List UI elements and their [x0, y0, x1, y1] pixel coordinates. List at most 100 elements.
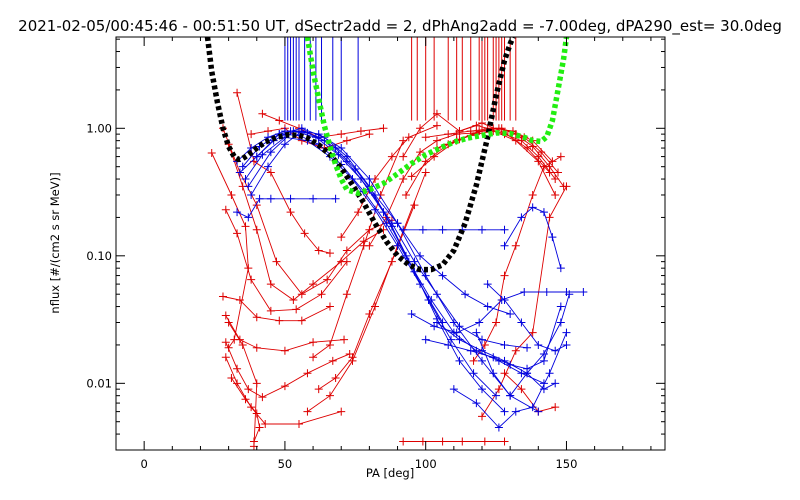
red-data-point — [528, 328, 537, 337]
blue-data-point — [528, 203, 537, 212]
blue-data-point — [449, 385, 458, 394]
red-data-point — [340, 335, 349, 344]
blue-series-line — [256, 127, 505, 412]
x-tick-label: 150 — [555, 457, 577, 471]
blue-data-point — [534, 407, 543, 416]
fit-curves — [204, 37, 570, 273]
blue-data-point — [500, 407, 509, 416]
blue-data-point — [255, 194, 264, 203]
blue-data-point — [455, 356, 464, 365]
red-data-point — [480, 340, 489, 349]
red-data-point — [227, 190, 236, 199]
blue-data-point — [387, 222, 396, 231]
blue-data-point — [478, 356, 486, 365]
red-data-point — [469, 356, 478, 365]
blue-data-point — [238, 162, 247, 171]
red-data-point — [261, 419, 270, 428]
red-data-point — [247, 130, 256, 139]
blue-data-point — [401, 251, 410, 260]
red-data-point — [432, 136, 441, 145]
red-series-line — [225, 342, 350, 398]
blue-data-point — [337, 144, 346, 153]
red-data-point — [280, 382, 289, 391]
red-data-point — [241, 395, 250, 404]
red-data-point — [314, 385, 323, 394]
red-data-point — [275, 316, 284, 325]
red-data-point — [337, 407, 346, 416]
blue-data-point — [452, 328, 461, 337]
blue-data-point — [494, 423, 503, 432]
red-data-point — [227, 374, 236, 383]
red-series-line — [225, 357, 342, 425]
red-data-point — [551, 403, 560, 412]
red-data-point — [387, 152, 396, 161]
red-series-line — [504, 372, 556, 413]
red-data-point — [545, 213, 554, 222]
blue-data-point — [517, 318, 526, 327]
red-data-point — [266, 168, 275, 177]
red-data-point — [458, 437, 467, 446]
blue-data-point — [399, 225, 408, 234]
red-data-point — [337, 233, 346, 242]
data-series — [207, 88, 588, 450]
green-fit-curve — [304, 37, 570, 196]
red-data-point — [478, 412, 486, 421]
red-data-point — [303, 407, 312, 416]
blue-data-point — [545, 369, 554, 378]
blue-data-point — [539, 349, 548, 358]
blue-data-point — [235, 168, 244, 177]
y-tick-label: 1.00 — [86, 121, 112, 135]
blue-data-point — [475, 318, 484, 327]
red-data-point — [354, 208, 363, 217]
red-data-point — [325, 302, 334, 311]
y-axis-label: nflux [#/(cm2 s sr MeV)] — [48, 172, 62, 313]
red-data-point — [404, 133, 413, 142]
blue-data-point — [551, 346, 560, 355]
blue-data-point — [258, 150, 267, 159]
red-data-point — [342, 136, 351, 145]
red-data-point — [300, 229, 309, 238]
red-data-point — [221, 311, 230, 320]
red-data-point — [562, 182, 571, 191]
blue-data-point — [472, 328, 481, 337]
red-data-point — [466, 127, 475, 136]
blue-data-point — [506, 391, 515, 400]
blue-data-point — [472, 399, 481, 408]
red-data-point — [247, 403, 256, 412]
red-data-point — [221, 338, 230, 347]
red-data-point — [478, 119, 486, 128]
red-data-point — [554, 168, 563, 177]
blue-data-point — [556, 264, 565, 273]
red-data-point — [556, 152, 565, 161]
blue-data-point — [407, 309, 416, 318]
blue-series-line — [247, 130, 497, 397]
blue-data-point — [492, 391, 501, 400]
blue-data-point — [478, 346, 486, 355]
blue-data-point — [500, 296, 509, 305]
blue-data-point — [438, 225, 447, 234]
red-data-point — [295, 419, 303, 428]
red-data-point — [221, 205, 230, 214]
red-data-point — [399, 437, 408, 446]
red-data-point — [247, 275, 256, 284]
blue-data-point — [286, 194, 295, 203]
red-data-point — [492, 318, 501, 327]
red-data-point — [258, 109, 267, 118]
red-data-point — [292, 305, 301, 314]
blue-series-line — [245, 136, 443, 323]
red-data-point — [286, 208, 295, 217]
red-data-point — [432, 121, 441, 130]
red-data-point — [303, 369, 312, 378]
red-data-point — [252, 409, 261, 418]
red-data-point — [325, 249, 334, 258]
blue-data-point — [421, 335, 430, 344]
blue-data-point — [342, 152, 351, 161]
red-data-point — [252, 343, 261, 352]
red-data-point — [342, 246, 351, 255]
red-series-line — [307, 172, 427, 412]
blue-data-point — [252, 152, 261, 161]
plot-title: 2021-02-05/00:45:46 - 00:51:50 UT, dSect… — [18, 17, 782, 36]
red-data-point — [500, 369, 509, 378]
red-data-point — [365, 241, 374, 250]
blue-data-point — [365, 175, 374, 184]
